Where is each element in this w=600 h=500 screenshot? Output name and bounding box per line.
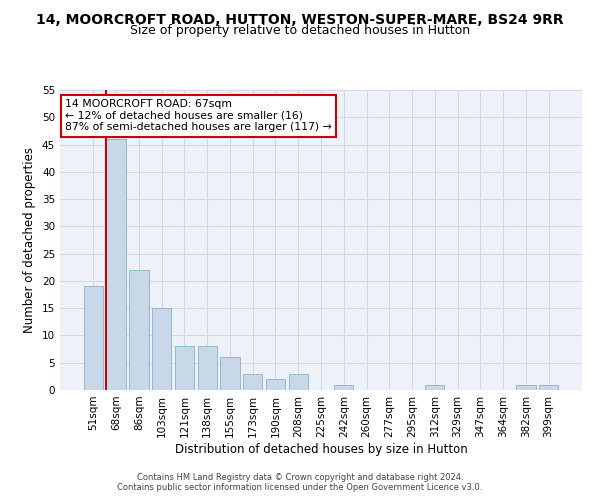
Bar <box>129 270 149 390</box>
Bar <box>84 286 103 390</box>
Text: Contains HM Land Registry data © Crown copyright and database right 2024.
Contai: Contains HM Land Registry data © Crown c… <box>118 473 482 492</box>
Bar <box>175 346 194 390</box>
Bar <box>197 346 217 390</box>
Bar <box>334 384 353 390</box>
Bar <box>516 384 536 390</box>
Bar <box>243 374 262 390</box>
Y-axis label: Number of detached properties: Number of detached properties <box>23 147 37 333</box>
Bar <box>266 379 285 390</box>
Text: Distribution of detached houses by size in Hutton: Distribution of detached houses by size … <box>175 442 467 456</box>
Bar <box>152 308 172 390</box>
Text: Size of property relative to detached houses in Hutton: Size of property relative to detached ho… <box>130 24 470 37</box>
Bar <box>289 374 308 390</box>
Bar <box>106 139 126 390</box>
Bar <box>425 384 445 390</box>
Bar <box>539 384 558 390</box>
Text: 14, MOORCROFT ROAD, HUTTON, WESTON-SUPER-MARE, BS24 9RR: 14, MOORCROFT ROAD, HUTTON, WESTON-SUPER… <box>36 12 564 26</box>
Text: 14 MOORCROFT ROAD: 67sqm
← 12% of detached houses are smaller (16)
87% of semi-d: 14 MOORCROFT ROAD: 67sqm ← 12% of detach… <box>65 99 332 132</box>
Bar <box>220 358 239 390</box>
